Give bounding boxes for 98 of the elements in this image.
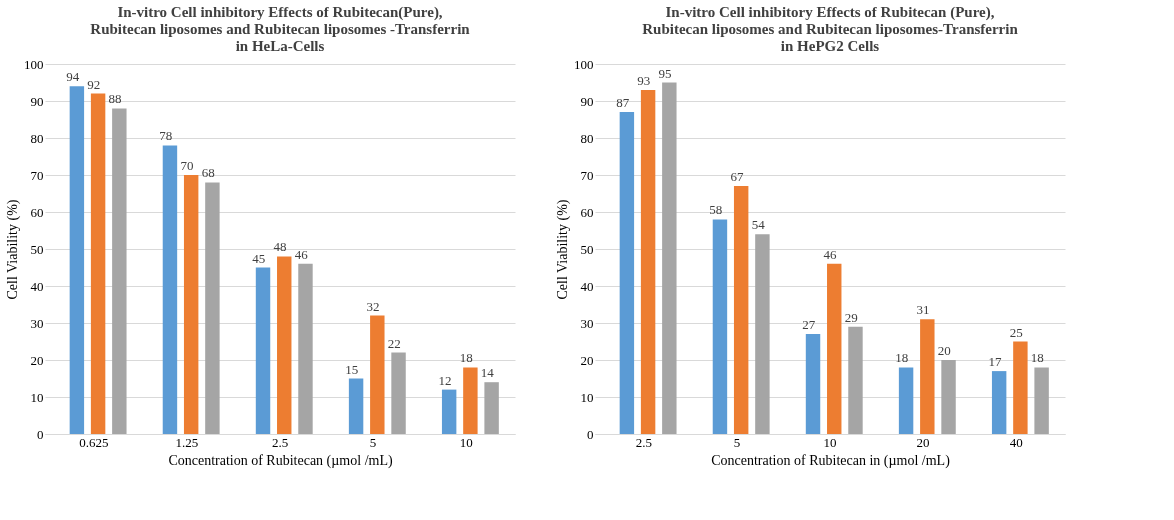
bar <box>991 371 1007 434</box>
bar <box>941 360 956 434</box>
bar <box>69 86 85 434</box>
bar <box>920 319 935 434</box>
y-tick-label: 20 <box>30 352 44 368</box>
bar <box>391 352 406 434</box>
bar <box>1013 341 1028 434</box>
x-tick-label: 20 <box>916 434 930 450</box>
x-axis-title: Concentration of Rubitecan in (µmol /mL) <box>711 452 951 469</box>
data-label: 46 <box>294 246 309 262</box>
data-label: 45 <box>252 250 266 266</box>
bar <box>277 256 292 434</box>
data-label: 12 <box>438 372 452 388</box>
y-tick-label: 90 <box>30 93 44 109</box>
y-tick-label: 80 <box>580 130 594 146</box>
bar <box>484 382 499 434</box>
bar <box>255 267 271 434</box>
bar <box>640 89 656 434</box>
data-label: 67 <box>730 169 744 185</box>
bar <box>848 326 863 434</box>
data-label: 48 <box>273 239 287 255</box>
y-tick-label: 50 <box>580 241 594 257</box>
bar <box>183 175 199 434</box>
data-label: 29 <box>844 309 858 325</box>
x-tick-label: 5 <box>733 434 741 450</box>
data-label: 14 <box>480 365 495 381</box>
bar <box>463 367 478 434</box>
data-label: 58 <box>709 202 723 218</box>
bar <box>162 145 178 434</box>
bar <box>712 219 728 434</box>
y-tick-label: 30 <box>580 315 594 331</box>
bar <box>441 389 457 434</box>
y-tick-label: 10 <box>580 389 594 405</box>
y-tick-label: 90 <box>580 93 594 109</box>
data-label: 20 <box>937 343 951 358</box>
bar <box>348 378 364 434</box>
x-tick-label: 10 <box>459 434 473 450</box>
data-label: 18 <box>1030 350 1044 366</box>
x-tick-label: 2.5 <box>271 434 289 450</box>
data-label: 92 <box>87 76 101 92</box>
bar <box>898 367 914 434</box>
bar <box>733 186 749 434</box>
bar <box>298 263 313 434</box>
data-label: 18 <box>459 350 473 366</box>
y-tick-label: 40 <box>580 278 594 294</box>
data-label: 94 <box>66 69 80 85</box>
bar <box>619 112 635 434</box>
data-label: 32 <box>366 298 380 314</box>
y-tick-label: 0 <box>587 426 594 442</box>
data-label: 88 <box>108 91 122 107</box>
x-axis-title: Concentration of Rubitecan (µmol /mL) <box>168 452 393 469</box>
bar <box>90 93 106 434</box>
data-label: 95 <box>658 65 672 81</box>
y-tick-label: 10 <box>30 389 44 405</box>
y-tick-label: 60 <box>580 204 594 220</box>
bar <box>755 234 770 434</box>
data-label: 18 <box>895 350 909 366</box>
bar <box>205 182 220 434</box>
data-label: 93 <box>637 72 651 88</box>
x-tick-label: 2.5 <box>635 434 652 450</box>
data-label: 22 <box>387 335 401 351</box>
y-tick-label: 70 <box>580 167 594 183</box>
y-tick-label: 100 <box>24 56 44 72</box>
y-tick-label: 80 <box>30 130 44 146</box>
y-tick-label: 70 <box>30 167 44 183</box>
y-axis-title: Cell Viability (%) <box>5 199 21 300</box>
bar <box>827 263 842 434</box>
y-tick-label: 100 <box>574 56 594 72</box>
y-tick-label: 30 <box>30 315 44 331</box>
chart-title: In-vitro Cell inhibitory Effects of Rubitecan(Pure), Rubitecan liposomes and Rubitecan liposomes -Transferrin in HeLa-Cells <box>90 4 471 54</box>
y-tick-label: 0 <box>37 426 44 442</box>
data-label: 87 <box>616 95 630 111</box>
y-tick-label: 20 <box>580 352 594 368</box>
bar <box>370 315 385 434</box>
data-label: 54 <box>751 217 766 233</box>
bar <box>1034 367 1049 434</box>
y-tick-label: 40 <box>30 278 44 294</box>
data-label: 31 <box>916 302 930 318</box>
x-tick-label: 40 <box>1009 434 1023 450</box>
y-tick-label: 50 <box>30 241 44 257</box>
bar <box>805 334 821 434</box>
data-label: 78 <box>159 128 173 144</box>
data-label: 17 <box>988 354 1002 370</box>
x-tick-label: 0.625 <box>79 434 109 450</box>
bar <box>112 108 127 434</box>
data-label: 25 <box>1009 324 1023 340</box>
bar <box>662 82 677 434</box>
chart-title: In-vitro Cell inhibitory Effects of Rubitecan (Pure), Rubitecan liposomes and Rubitecan liposomes-Transferrin in HePG2 Cells <box>642 4 1019 54</box>
data-label: 68 <box>201 165 215 181</box>
x-tick-label: 10 <box>823 434 837 450</box>
data-label: 15 <box>345 361 359 377</box>
data-label: 46 <box>823 246 837 262</box>
data-label: 27 <box>802 317 816 333</box>
y-tick-label: 60 <box>30 204 44 220</box>
data-label: 70 <box>180 158 194 173</box>
x-tick-label: 1.25 <box>175 434 199 450</box>
y-axis-title: Cell Viability (%) <box>555 199 571 300</box>
x-tick-label: 5 <box>369 434 377 450</box>
